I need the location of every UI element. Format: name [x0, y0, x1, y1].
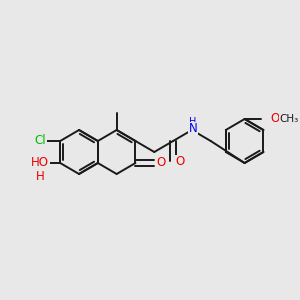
Text: CH₃: CH₃: [279, 114, 298, 124]
Text: N: N: [188, 122, 197, 136]
Text: O: O: [270, 112, 280, 125]
Text: HO: HO: [31, 157, 49, 169]
Text: H: H: [36, 170, 45, 184]
Text: Cl: Cl: [34, 134, 46, 148]
Text: O: O: [176, 155, 184, 168]
Text: O: O: [156, 157, 166, 169]
Text: H: H: [189, 117, 197, 127]
